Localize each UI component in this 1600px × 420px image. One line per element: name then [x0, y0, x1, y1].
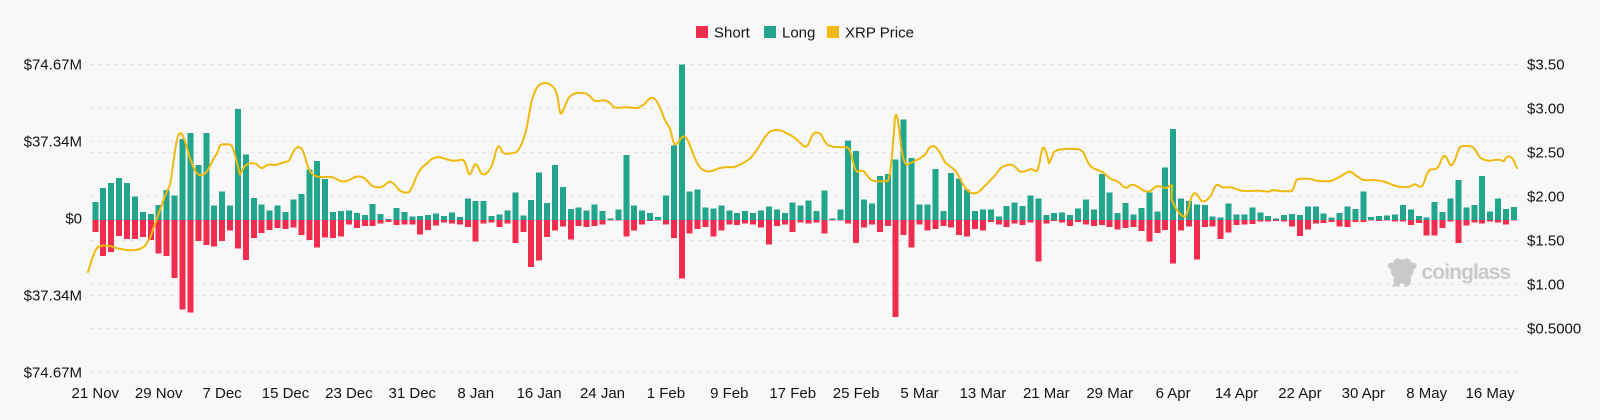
svg-text:7 Dec: 7 Dec — [203, 385, 243, 402]
svg-text:16 Jan: 16 Jan — [517, 385, 562, 402]
svg-text:1 Feb: 1 Feb — [647, 385, 685, 402]
svg-text:16 May: 16 May — [1465, 385, 1515, 402]
svg-text:$0: $0 — [65, 211, 82, 228]
svg-text:9 Feb: 9 Feb — [710, 385, 748, 402]
svg-text:$2.00: $2.00 — [1527, 189, 1565, 206]
svg-text:Long: Long — [782, 25, 815, 42]
svg-text:$0.5000: $0.5000 — [1527, 321, 1581, 338]
svg-text:23 Dec: 23 Dec — [325, 385, 373, 402]
svg-text:Short: Short — [714, 25, 751, 42]
svg-text:$37.34M: $37.34M — [24, 134, 82, 151]
svg-text:24 Jan: 24 Jan — [580, 385, 625, 402]
svg-text:30 Apr: 30 Apr — [1342, 385, 1385, 402]
svg-text:14 Apr: 14 Apr — [1215, 385, 1258, 402]
svg-text:$3.00: $3.00 — [1527, 101, 1565, 118]
svg-text:31 Dec: 31 Dec — [389, 385, 437, 402]
svg-text:5 Mar: 5 Mar — [900, 385, 938, 402]
svg-text:$2.50: $2.50 — [1527, 145, 1565, 162]
svg-text:$37.34M: $37.34M — [24, 288, 82, 305]
svg-text:8 May: 8 May — [1406, 385, 1447, 402]
svg-text:8 Jan: 8 Jan — [457, 385, 494, 402]
svg-text:15 Dec: 15 Dec — [262, 385, 310, 402]
svg-text:21 Nov: 21 Nov — [72, 385, 120, 402]
svg-text:$1.50: $1.50 — [1527, 233, 1565, 250]
svg-text:29 Mar: 29 Mar — [1086, 385, 1133, 402]
svg-text:$3.50: $3.50 — [1527, 57, 1565, 74]
svg-text:22 Apr: 22 Apr — [1278, 385, 1321, 402]
svg-text:coinglass: coinglass — [1422, 261, 1511, 284]
svg-text:$74.67M: $74.67M — [24, 57, 82, 74]
svg-text:29 Nov: 29 Nov — [135, 385, 183, 402]
svg-text:21 Mar: 21 Mar — [1023, 385, 1070, 402]
svg-text:XRP Price: XRP Price — [845, 25, 914, 42]
svg-text:$74.67M: $74.67M — [24, 365, 82, 382]
svg-text:$1.00: $1.00 — [1527, 277, 1565, 294]
svg-text:17 Feb: 17 Feb — [769, 385, 816, 402]
svg-text:6 Apr: 6 Apr — [1156, 385, 1191, 402]
svg-text:25 Feb: 25 Feb — [833, 385, 880, 402]
svg-text:13 Mar: 13 Mar — [960, 385, 1007, 402]
